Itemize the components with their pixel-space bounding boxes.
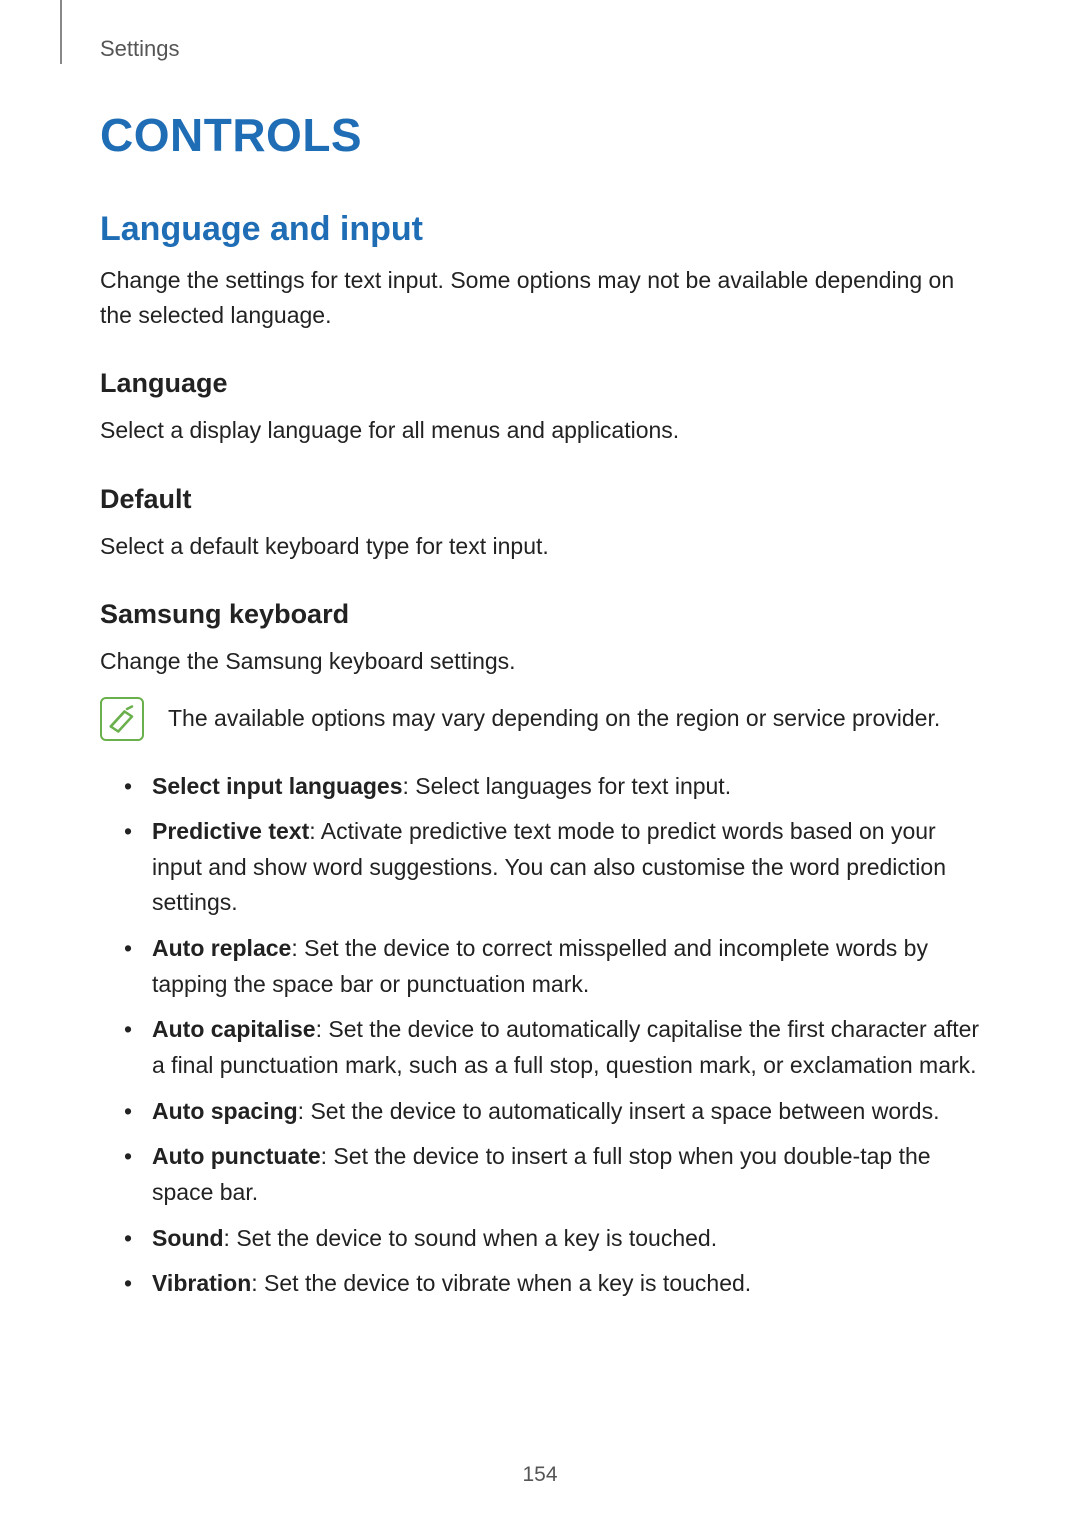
document-page: Settings Controls Language and input Cha… xyxy=(0,0,1080,1527)
list-item: Sound: Set the device to sound when a ke… xyxy=(124,1221,980,1257)
bullet-term: Select input languages xyxy=(152,773,403,799)
page-title: Controls xyxy=(100,0,980,162)
subsection-body-default: Select a default keyboard type for text … xyxy=(100,529,980,564)
subsection-title-samsung-keyboard: Samsung keyboard xyxy=(100,599,980,630)
list-item: Vibration: Set the device to vibrate whe… xyxy=(124,1266,980,1302)
note-icon xyxy=(100,697,144,741)
bullet-desc: : Set the device to automatically insert… xyxy=(298,1098,940,1124)
bullet-term: Auto capitalise xyxy=(152,1016,316,1042)
list-item: Auto replace: Set the device to correct … xyxy=(124,931,980,1002)
bullet-desc: : Set the device to vibrate when a key i… xyxy=(251,1270,751,1296)
bullet-term: Vibration xyxy=(152,1270,251,1296)
subsection-title-default: Default xyxy=(100,484,980,515)
bullet-term: Auto replace xyxy=(152,935,291,961)
list-item: Auto capitalise: Set the device to autom… xyxy=(124,1012,980,1083)
bullet-term: Sound xyxy=(152,1225,224,1251)
subsection-title-language: Language xyxy=(100,368,980,399)
page-number: 154 xyxy=(0,1463,1080,1487)
note-text: The available options may vary depending… xyxy=(168,701,940,736)
note-callout: The available options may vary depending… xyxy=(100,697,980,741)
bullet-term: Predictive text xyxy=(152,818,309,844)
list-item: Select input languages: Select languages… xyxy=(124,769,980,805)
header-rule xyxy=(60,0,62,64)
list-item: Predictive text: Activate predictive tex… xyxy=(124,814,980,921)
subsection-body-samsung-keyboard: Change the Samsung keyboard settings. xyxy=(100,644,980,679)
subsection-body-language: Select a display language for all menus … xyxy=(100,413,980,448)
bullet-list: Select input languages: Select languages… xyxy=(100,769,980,1302)
section-intro: Change the settings for text input. Some… xyxy=(100,263,980,332)
list-item: Auto punctuate: Set the device to insert… xyxy=(124,1139,980,1210)
breadcrumb: Settings xyxy=(100,36,180,62)
section-title-language-and-input: Language and input xyxy=(100,210,980,249)
list-item: Auto spacing: Set the device to automati… xyxy=(124,1094,980,1130)
bullet-term: Auto spacing xyxy=(152,1098,298,1124)
bullet-term: Auto punctuate xyxy=(152,1143,321,1169)
bullet-desc: : Select languages for text input. xyxy=(403,773,732,799)
bullet-desc: : Set the device to sound when a key is … xyxy=(224,1225,718,1251)
